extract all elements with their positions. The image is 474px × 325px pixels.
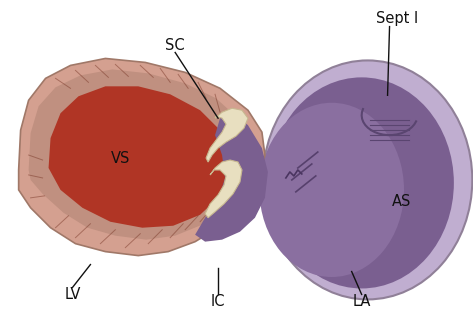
Ellipse shape <box>263 60 472 299</box>
Text: IC: IC <box>211 294 225 309</box>
Polygon shape <box>28 70 252 240</box>
Text: VS: VS <box>110 150 130 165</box>
Text: Sept I: Sept I <box>376 11 419 26</box>
Polygon shape <box>195 110 268 242</box>
Polygon shape <box>48 86 232 228</box>
Text: LA: LA <box>353 294 371 309</box>
Polygon shape <box>206 108 248 162</box>
Polygon shape <box>18 58 265 255</box>
Text: LV: LV <box>64 287 81 302</box>
Ellipse shape <box>259 103 404 277</box>
Polygon shape <box>205 160 242 218</box>
Text: AS: AS <box>392 194 411 209</box>
Text: SC: SC <box>165 38 185 53</box>
Ellipse shape <box>269 77 454 289</box>
